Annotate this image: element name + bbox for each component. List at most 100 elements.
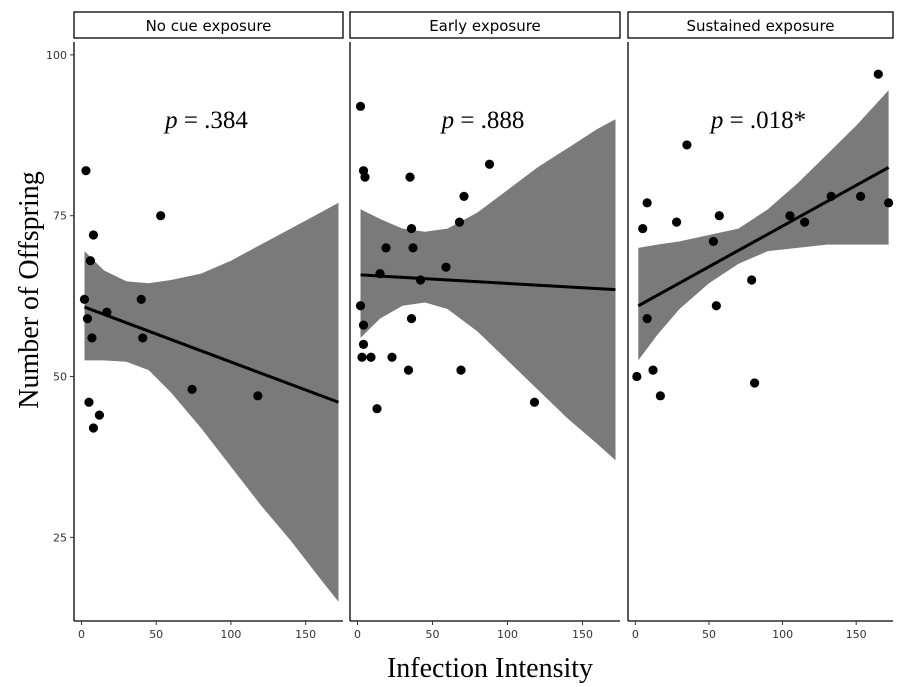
facet-strip-3 [627,11,894,39]
data-point [459,191,469,201]
data-point [632,371,642,382]
p-value-number: = .018* [723,107,806,134]
data-point [81,166,91,176]
data-point [387,352,397,362]
data-point [883,198,894,208]
data-point [79,294,90,304]
data-point [747,275,757,285]
data-point [826,191,836,201]
data-point [529,397,540,407]
data-point [642,198,652,208]
x-axis-title: Infection Intensity [387,653,593,684]
p-value-number: = .888 [454,107,524,134]
x-tick-label: 50 [426,628,440,641]
data-point [800,217,810,227]
p-value-annotation-2: p = .888 [440,107,525,134]
data-point [408,243,418,253]
data-point [403,365,414,375]
data-point [454,217,465,227]
data-point [358,320,369,330]
x-tick-label: 150 [572,628,593,641]
data-point [82,314,93,324]
data-point [642,314,652,324]
x-tick-label: 50 [149,628,163,641]
confidence-band-2 [360,119,616,461]
p-value-annotation-3: p = .018* [709,107,806,134]
data-point [102,307,112,317]
data-point [714,211,724,221]
regression-line-1 [83,305,340,404]
x-tick-label: 0 [78,628,85,641]
data-point [372,404,382,414]
y-tick-label: 50 [53,371,67,384]
data-point [88,423,99,433]
data-point [156,211,166,221]
p-value-symbol: p [163,107,178,134]
data-point [358,339,369,349]
data-point [655,391,665,401]
regression-line-2 [360,273,616,292]
data-point [856,191,866,201]
y-tick-label: 100 [46,49,67,62]
y-tick-label: 75 [53,210,67,223]
data-point [750,378,760,388]
data-point [253,391,263,401]
data-point [441,262,451,272]
data-point [88,230,99,240]
confidence-band-1 [84,202,339,602]
data-point [187,384,197,394]
x-tick-label: 150 [295,628,316,641]
x-tick-label: 100 [497,628,518,641]
y-axis: 25 50 75 100 [46,49,74,544]
data-point [456,365,466,375]
panel-3: Sustained exposure p = .018* 0 50 100 150 [627,11,894,641]
data-point [711,301,721,311]
data-point [415,275,426,285]
p-value-symbol: p [440,107,455,134]
regression-line-3 [637,166,890,308]
data-point [357,352,367,362]
data-point [366,352,376,362]
p-value-symbol: p [709,107,724,134]
data-point [84,397,94,407]
facet-label-2: Early exposure [429,17,541,35]
x-tick-label: 0 [354,628,361,641]
panel-2: Early exposure p = .888 0 50 100 150 [349,11,621,641]
data-point [873,69,883,79]
data-point [484,159,495,169]
data-point [708,236,718,247]
data-point [355,101,366,111]
data-point [381,243,391,253]
facet-strip-1 [73,11,344,39]
data-point [360,172,370,182]
p-value-number: = .384 [178,107,249,134]
data-point [375,269,385,279]
data-point [406,314,417,324]
data-point [682,140,692,150]
y-tick-label: 25 [53,531,67,544]
y-axis-title: Number of Offspring [14,171,45,408]
x-tick-label: 100 [220,628,241,641]
data-point [648,365,658,375]
panel-1: No cue exposure p = .384 0 50 100 150 [73,11,344,641]
data-point [671,217,682,227]
facet-label-3: Sustained exposure [686,17,834,35]
x-tick-label: 50 [702,628,716,641]
data-point [785,211,795,221]
p-value-annotation-1: p = .384 [163,107,248,134]
x-tick-label: 150 [846,628,867,641]
x-tick-label: 100 [772,628,793,641]
data-point [138,333,148,343]
data-point [136,294,146,304]
data-point [94,410,105,420]
data-point [355,301,366,311]
facet-label-1: No cue exposure [146,17,272,35]
x-tick-label: 0 [632,628,639,641]
data-point [406,223,417,234]
data-point [87,333,97,343]
data-point [638,223,648,234]
data-point [405,172,415,182]
data-point [85,256,96,266]
